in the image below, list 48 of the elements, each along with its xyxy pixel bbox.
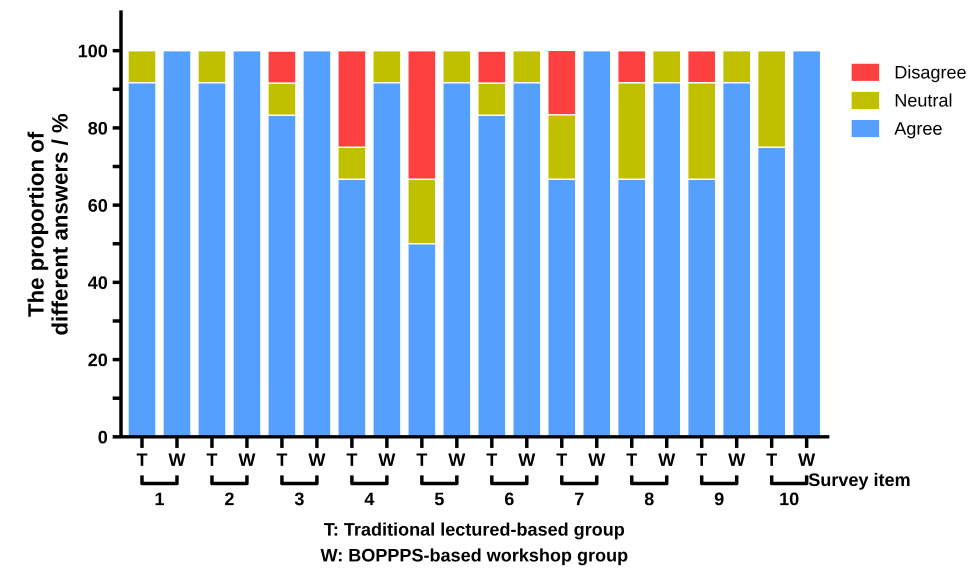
x-tick-label: W: [658, 453, 676, 466]
x-tick-label: T: [556, 453, 568, 466]
x-tick-label: T: [696, 453, 708, 466]
text: 5: [434, 492, 444, 506]
x-tick-label: W: [588, 453, 606, 466]
x-tick-label: T: [346, 453, 358, 466]
text: 4: [364, 492, 374, 506]
legend-label: Agree: [894, 122, 942, 138]
legend-label: Neutral: [896, 93, 952, 107]
x-tick-label: T: [276, 453, 288, 466]
x-tick-label: W: [238, 453, 256, 466]
y-tick-label: 80: [88, 122, 108, 135]
text: 8: [644, 492, 654, 506]
y-tick-label: 60: [88, 199, 108, 212]
x-tick-label: W: [798, 453, 816, 466]
x-tick-label: W: [518, 453, 536, 466]
x-tick-label: W: [378, 453, 396, 466]
text: 3: [294, 492, 304, 506]
y-tick-label: 0: [98, 430, 108, 444]
x-tick-label: W: [728, 453, 746, 466]
bar: [162, 50, 192, 437]
legend-label: Disagree: [896, 65, 966, 82]
text: T: Traditional lectured-based group: [324, 522, 624, 540]
x-tick-label: W: [168, 453, 186, 466]
y-tick-label: 100: [78, 44, 108, 58]
bar: [792, 50, 822, 437]
x-tick-label: W: [308, 453, 326, 466]
bar: [232, 50, 262, 437]
text: 6: [504, 492, 514, 506]
y-tick-label: 40: [88, 276, 108, 290]
x-tick-label: T: [416, 453, 428, 466]
text: 2: [225, 492, 234, 506]
text: 9: [714, 492, 724, 506]
x-tick-label: T: [486, 453, 498, 466]
text: 1: [156, 492, 164, 506]
x-axis-title: Survey item: [808, 472, 910, 490]
bar: [302, 50, 332, 437]
x-tick-label: W: [448, 453, 466, 466]
text: W: BOPPPS-based workshop group: [320, 548, 628, 566]
y-axis-title: The proportion of different answers / %: [27, 114, 68, 335]
text: 10: [780, 492, 798, 506]
x-tick-label: T: [206, 453, 218, 466]
x-tick-label: T: [136, 453, 148, 466]
text: 7: [575, 492, 584, 506]
y-tick-label: 20: [88, 354, 108, 366]
bar: [582, 50, 612, 437]
x-tick-label: T: [626, 453, 638, 466]
x-tick-label: T: [766, 453, 777, 466]
